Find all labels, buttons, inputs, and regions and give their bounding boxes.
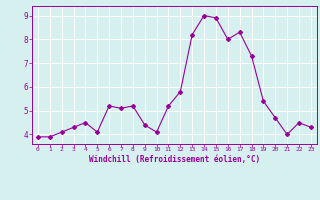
X-axis label: Windchill (Refroidissement éolien,°C): Windchill (Refroidissement éolien,°C) [89,155,260,164]
